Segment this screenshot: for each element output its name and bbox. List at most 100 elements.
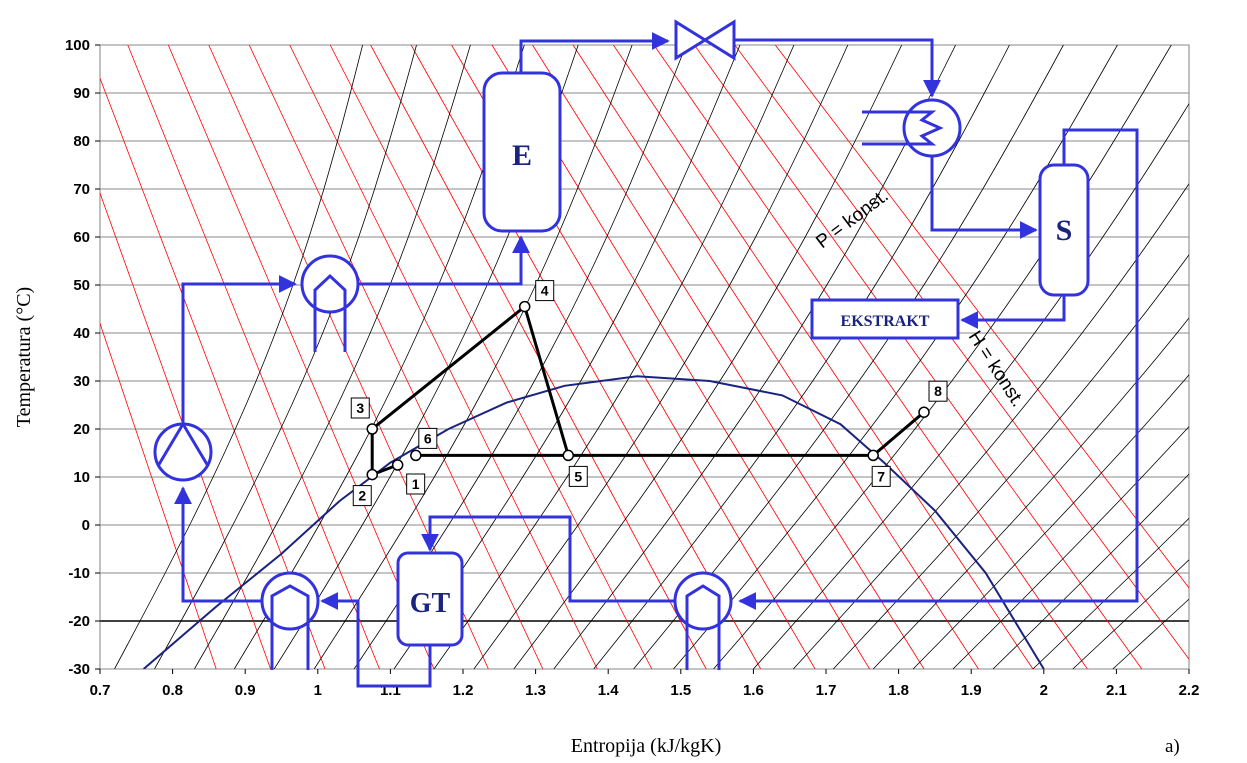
pipe-extractor-to-valve bbox=[519, 32, 670, 73]
cycle-point-label: 7 bbox=[877, 468, 885, 484]
isobar-curve bbox=[313, 45, 633, 669]
cycle-point bbox=[391, 459, 404, 471]
isenthalp-curve bbox=[100, 77, 326, 669]
isobar-curve bbox=[992, 473, 1189, 669]
x-tick-label: 1 bbox=[314, 682, 322, 699]
cycle-point-box bbox=[928, 380, 948, 402]
cycle-point-label: 4 bbox=[541, 283, 549, 299]
isobar-curve bbox=[793, 183, 1189, 669]
plot-area bbox=[99, 44, 1190, 670]
isobar-curve bbox=[833, 254, 1189, 669]
pipe-heater-to-separator bbox=[930, 156, 1038, 239]
cycle-point-label: 8 bbox=[934, 383, 942, 399]
x-tick-label: 1.6 bbox=[743, 682, 764, 699]
process-flow bbox=[153, 19, 1139, 688]
panel-label: a) bbox=[1165, 736, 1180, 757]
pipe-heater-to-extractor bbox=[358, 235, 530, 286]
cycle-point-box bbox=[871, 465, 891, 487]
y-tick-label: 50 bbox=[73, 277, 90, 294]
y-tick-label: -30 bbox=[68, 661, 90, 678]
x-axis-title: Entropija (kJ/kgK) bbox=[571, 735, 722, 757]
y-tick-label: -10 bbox=[68, 565, 90, 582]
isenthalp-curve bbox=[572, 45, 979, 669]
extract-box bbox=[810, 298, 960, 340]
pipe-separator-recycle bbox=[738, 128, 1139, 610]
pipe-gas-tank-to-cooler bbox=[320, 592, 432, 688]
cooler-left-icon bbox=[260, 571, 320, 670]
x-tick-label: 1.9 bbox=[961, 682, 982, 699]
cycle-point bbox=[366, 423, 378, 435]
cycle-point-box bbox=[350, 397, 370, 419]
extractor-vessel bbox=[482, 71, 562, 233]
cooler-right-icon bbox=[673, 571, 733, 670]
isobar-curve bbox=[952, 425, 1189, 669]
cycle-point-box bbox=[418, 427, 438, 449]
y-tick-label: 70 bbox=[73, 181, 90, 198]
cycle-point-box bbox=[535, 280, 555, 302]
y-tick-label: -20 bbox=[68, 613, 90, 630]
isenthalp-curve bbox=[410, 45, 762, 669]
gas-tank-label: GT bbox=[410, 588, 451, 619]
x-tick-label: 1.3 bbox=[525, 682, 546, 699]
isenthalp-curve bbox=[100, 322, 217, 669]
x-tick-label: 1.8 bbox=[888, 682, 909, 699]
cycle-point-label: 3 bbox=[356, 400, 364, 416]
cycle-point bbox=[366, 468, 378, 481]
isenthalp-curve bbox=[127, 45, 380, 669]
pipe-valve-to-heater bbox=[734, 38, 941, 98]
isenthalp-curve bbox=[693, 45, 1143, 669]
isenthalp-curve bbox=[167, 45, 435, 669]
cycle-point bbox=[410, 449, 422, 462]
cycle-point-box bbox=[406, 473, 426, 495]
isenthalp-curve bbox=[774, 45, 1189, 589]
y-tick-label: 0 bbox=[82, 517, 90, 534]
isobar-curve bbox=[194, 45, 471, 669]
isobar-curve bbox=[1072, 559, 1189, 669]
isobar-curve bbox=[912, 374, 1189, 669]
isenthalp-curve bbox=[734, 45, 1189, 660]
isenthalp-curve bbox=[248, 45, 544, 669]
pipe-cooler-to-gas-tank bbox=[421, 515, 675, 603]
isenthalp-curve bbox=[289, 45, 598, 669]
cycle-point bbox=[518, 300, 531, 313]
separator-label: S bbox=[1056, 214, 1073, 247]
pipe-separator-to-extract bbox=[960, 295, 1066, 329]
saturation-dome bbox=[142, 375, 1045, 669]
isenthalp-curve bbox=[370, 45, 707, 669]
cycle-point-box bbox=[352, 485, 372, 507]
isenthalp-curve bbox=[532, 45, 925, 669]
expansion-valve-icon bbox=[674, 19, 736, 61]
cycle-point-label: 5 bbox=[574, 468, 582, 484]
cycle-point bbox=[918, 406, 930, 418]
pipe-pump-to-heater bbox=[181, 275, 297, 424]
isenthalp-curve bbox=[612, 45, 1034, 669]
isenthalp-curve bbox=[329, 45, 653, 669]
cycle-point bbox=[867, 449, 879, 462]
isobar-curve bbox=[433, 45, 795, 669]
x-tick-label: 2.1 bbox=[1106, 682, 1127, 699]
y-tick-label: 60 bbox=[73, 229, 90, 246]
cycle-point-label: 1 bbox=[412, 476, 420, 492]
y-tick-label: 30 bbox=[73, 373, 90, 390]
cycle: 1 2 3 4 5 6 7 8 bbox=[350, 280, 948, 507]
y-tick-label: 10 bbox=[73, 469, 90, 486]
isobar-lines bbox=[114, 45, 1189, 669]
isobar-curve bbox=[593, 45, 1010, 669]
isobar-curve bbox=[114, 45, 364, 669]
y-tick-label: 20 bbox=[73, 421, 90, 438]
y-axis-title: Temperatura (°C) bbox=[13, 287, 35, 427]
x-tick-label: 2 bbox=[1040, 682, 1048, 699]
y-tick-label: 40 bbox=[73, 325, 90, 342]
x-tick-label: 2.2 bbox=[1179, 682, 1200, 699]
cycle-point-label: 6 bbox=[424, 430, 432, 446]
x-tick-label: 0.9 bbox=[235, 682, 256, 699]
x-tick-label: 0.7 bbox=[90, 682, 111, 699]
cycle-point-box bbox=[568, 465, 588, 487]
x-tick-label: 1.5 bbox=[670, 682, 691, 699]
x-tick-label: 1.2 bbox=[453, 682, 474, 699]
isobar-curve bbox=[753, 103, 1189, 669]
cycle-line bbox=[370, 304, 925, 475]
isobar-curve bbox=[633, 45, 1064, 669]
x-tick-label: 1.7 bbox=[816, 682, 837, 699]
